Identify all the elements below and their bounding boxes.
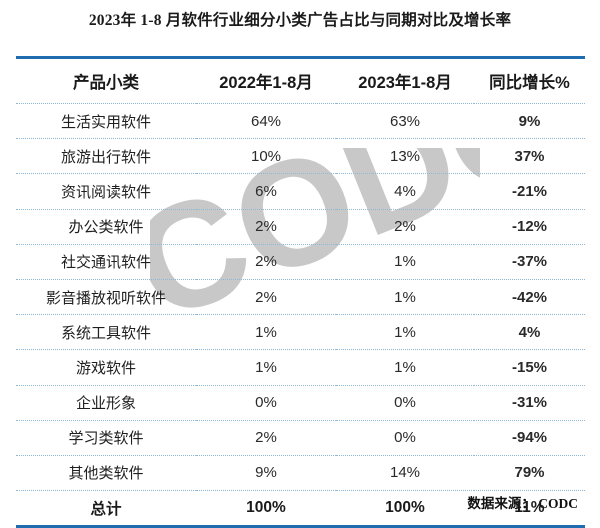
table-row: 资讯阅读软件 6% 4% -21% xyxy=(16,173,585,210)
cell-growth: 79% xyxy=(474,455,585,492)
cell-growth: -12% xyxy=(474,209,585,245)
cell-2023: 4% xyxy=(336,173,474,210)
column-header-2022: 2022年1-8月 xyxy=(196,59,336,104)
data-table-container: 产品小类 2022年1-8月 2023年1-8月 同比增长% 生活实用软件 64… xyxy=(16,56,585,528)
cell-2022: 6% xyxy=(196,173,336,210)
cell-total-2022: 100% xyxy=(246,499,286,517)
cell-2022: 2% xyxy=(196,279,336,316)
table-row: 社交通讯软件 2% 1% -37% xyxy=(16,244,585,280)
table-row: 生活实用软件 64% 63% 9% xyxy=(16,103,585,140)
cell-growth: -15% xyxy=(474,349,585,386)
cell-2023: 1% xyxy=(336,279,474,316)
cell-2023: 13% xyxy=(336,138,474,175)
table-header-row: 产品小类 2022年1-8月 2023年1-8月 同比增长% xyxy=(16,59,585,104)
cell-2023: 1% xyxy=(336,349,474,386)
cell-growth: -42% xyxy=(474,279,585,316)
cell-2023: 14% xyxy=(336,455,474,492)
advertising-share-table: 产品小类 2022年1-8月 2023年1-8月 同比增长% 生活实用软件 64… xyxy=(16,59,585,525)
table-body: 生活实用软件 64% 63% 9% 旅游出行软件 10% 13% 37% 资讯阅… xyxy=(16,103,585,526)
cell-category: 系统工具软件 xyxy=(16,314,196,351)
table-row: 影音播放视听软件 2% 1% -42% xyxy=(16,279,585,316)
cell-2023: 63% xyxy=(336,103,474,140)
cell-category: 办公类软件 xyxy=(16,209,196,245)
cell-2023: 1% xyxy=(336,244,474,280)
cell-category: 社交通讯软件 xyxy=(16,244,196,280)
table-row: 学习类软件 2% 0% -94% xyxy=(16,420,585,456)
column-header-2023: 2023年1-8月 xyxy=(336,59,474,104)
cell-total-growth: 11% xyxy=(514,499,545,517)
cell-growth: -21% xyxy=(474,173,585,210)
table-row: 其他类软件 9% 14% 79% xyxy=(16,455,585,492)
cell-2022: 2% xyxy=(196,209,336,245)
cell-category: 生活实用软件 xyxy=(16,103,196,140)
data-source-note: 数据来源： CODC xyxy=(467,496,578,511)
cell-category: 资讯阅读软件 xyxy=(16,173,196,210)
cell-total-2023: 100% xyxy=(385,499,425,517)
cell-growth: -31% xyxy=(474,385,585,421)
cell-category: 旅游出行软件 xyxy=(16,138,196,175)
table-row: 游戏软件 1% 1% -15% xyxy=(16,349,585,386)
table-top-rule xyxy=(16,56,585,59)
cell-category: 其他类软件 xyxy=(16,455,196,492)
cell-2022: 1% xyxy=(196,349,336,386)
table-row: 旅游出行软件 10% 13% 37% xyxy=(16,138,585,175)
cell-category: 游戏软件 xyxy=(16,349,196,386)
cell-growth: 9% xyxy=(474,103,585,140)
cell-2022: 10% xyxy=(196,138,336,175)
cell-2022: 1% xyxy=(196,314,336,351)
cell-2022: 64% xyxy=(196,103,336,140)
cell-2023: 0% xyxy=(336,385,474,421)
cell-growth: -94% xyxy=(474,420,585,456)
cell-growth: 37% xyxy=(474,138,585,175)
cell-2023: 2% xyxy=(336,209,474,245)
cell-growth: -37% xyxy=(474,244,585,280)
cell-category: 企业形象 xyxy=(16,385,196,421)
table-row: 系统工具软件 1% 1% 4% xyxy=(16,314,585,351)
table-header: 产品小类 2022年1-8月 2023年1-8月 同比增长% xyxy=(16,59,585,104)
cell-2022: 9% xyxy=(196,455,336,492)
cell-category: 学习类软件 xyxy=(16,420,196,456)
column-header-growth: 同比增长% xyxy=(474,59,585,104)
cell-2022: 2% xyxy=(196,420,336,456)
cell-2023: 1% xyxy=(336,314,474,351)
cell-2022: 2% xyxy=(196,244,336,280)
cell-total-label: 总计 xyxy=(90,501,122,519)
cell-category: 影音播放视听软件 xyxy=(16,279,196,316)
table-total-row: 总计 100% 100% 11% xyxy=(16,491,585,526)
cell-2023: 0% xyxy=(336,420,474,456)
cell-2022: 0% xyxy=(196,385,336,421)
table-row: 企业形象 0% 0% -31% xyxy=(16,385,585,421)
cell-growth: 4% xyxy=(474,314,585,351)
page-title: 2023年 1-8 月软件行业细分小类广告占比与同期对比及增长率 xyxy=(88,12,512,29)
table-row: 办公类软件 2% 2% -12% xyxy=(16,209,585,245)
column-header-category: 产品小类 xyxy=(16,59,196,104)
